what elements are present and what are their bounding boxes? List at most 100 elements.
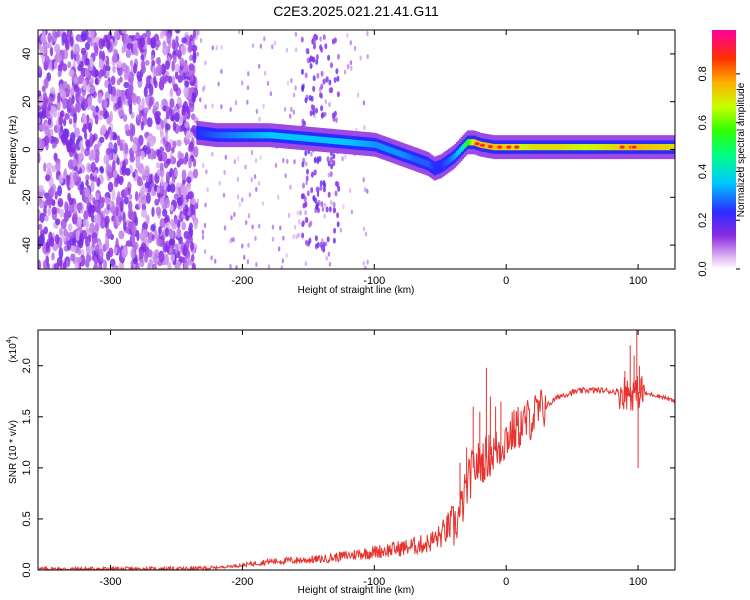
noise-speck xyxy=(54,43,61,54)
noise-speck xyxy=(247,213,251,219)
ridge-core xyxy=(234,132,237,139)
noise-speck xyxy=(108,247,114,258)
noise-speck xyxy=(180,44,187,56)
noise-speck xyxy=(224,154,227,160)
noise-speck xyxy=(305,175,309,182)
noise-speck xyxy=(315,204,319,210)
snr-x-ticks: -300 -200 -100 0 100 xyxy=(100,330,647,588)
noise-speck xyxy=(162,240,166,248)
ridge-core xyxy=(207,131,210,138)
ridge-core xyxy=(218,132,221,139)
noise-speck xyxy=(90,161,96,173)
noise-speck xyxy=(292,92,296,98)
ridge-core xyxy=(205,130,208,137)
noise-speck xyxy=(109,110,113,123)
noise-speck xyxy=(269,91,273,97)
ridge-core xyxy=(302,135,305,142)
ridge-core xyxy=(308,135,311,142)
noise-speck xyxy=(49,236,55,248)
noise-speck xyxy=(79,140,84,150)
noise-speck xyxy=(43,42,47,55)
noise-speck xyxy=(306,168,309,175)
noise-speck xyxy=(116,135,121,147)
noise-speck xyxy=(244,164,247,170)
noise-speck xyxy=(280,265,283,269)
noise-speck xyxy=(55,54,62,63)
noise-speck xyxy=(174,243,179,254)
ridge-core xyxy=(413,155,416,162)
noise-speck xyxy=(315,186,319,193)
ridge-core xyxy=(527,144,529,151)
noise-speck xyxy=(148,236,153,244)
noise-speck xyxy=(297,232,300,238)
noise-speck xyxy=(293,159,296,165)
noise-speck xyxy=(137,75,143,82)
noise-speck xyxy=(89,85,95,95)
noise-speck xyxy=(159,217,166,229)
noise-speck xyxy=(324,241,328,247)
noise-speck xyxy=(188,131,194,139)
noise-speck xyxy=(111,188,116,201)
noise-speck xyxy=(54,137,59,145)
ridge-core xyxy=(533,144,536,151)
noise-speck xyxy=(57,185,63,197)
noise-speck xyxy=(111,215,115,222)
noise-speck xyxy=(115,237,119,250)
noise-speck xyxy=(347,63,350,69)
noise-speck xyxy=(314,235,318,242)
ridge-core xyxy=(660,144,662,151)
noise-speck xyxy=(83,210,89,221)
noise-speck xyxy=(64,201,68,211)
noise-speck xyxy=(160,176,164,187)
ridge-core xyxy=(465,140,468,147)
noise-speck xyxy=(56,123,61,134)
noise-speck xyxy=(313,33,317,40)
noise-speck xyxy=(105,70,110,77)
ridge-core xyxy=(221,132,224,139)
noise-speck xyxy=(168,238,175,245)
noise-speck xyxy=(47,96,54,105)
noise-speck xyxy=(362,100,366,106)
noise-speck xyxy=(258,223,261,229)
noise-speck xyxy=(304,150,308,157)
ridge-core xyxy=(277,132,279,139)
noise-speck xyxy=(46,162,53,170)
noise-speck xyxy=(44,55,50,66)
noise-speck xyxy=(115,207,120,218)
ridge-core xyxy=(335,138,338,145)
noise-speck xyxy=(46,262,50,269)
noise-speck xyxy=(169,155,176,165)
noise-speck xyxy=(145,147,151,155)
ridge-core xyxy=(610,144,613,151)
noise-speck xyxy=(204,60,207,66)
noise-speck xyxy=(113,48,118,58)
noise-speck xyxy=(125,168,131,176)
noise-speck xyxy=(283,106,287,112)
noise-speck xyxy=(243,254,246,260)
noise-speck xyxy=(151,234,155,242)
noise-speck xyxy=(156,186,160,194)
noise-speck xyxy=(81,114,87,125)
noise-speck xyxy=(68,197,74,206)
noise-speck xyxy=(337,185,341,192)
ridge-core xyxy=(569,144,572,151)
noise-speck xyxy=(289,113,292,119)
noise-speck xyxy=(42,260,47,269)
ridge-core xyxy=(403,152,406,159)
noise-speck xyxy=(181,37,188,44)
noise-speck xyxy=(38,95,44,107)
ridge-core xyxy=(416,156,419,163)
noise-speck xyxy=(289,184,292,190)
noise-speck xyxy=(178,236,183,245)
noise-speck xyxy=(179,57,185,67)
ridge-core xyxy=(427,160,430,168)
ridge-peak xyxy=(630,144,638,150)
noise-speck xyxy=(362,177,365,183)
noise-speck xyxy=(188,63,195,71)
noise-speck xyxy=(52,106,58,118)
noise-speck xyxy=(140,150,145,160)
ridge-core xyxy=(373,141,376,148)
noise-speck xyxy=(71,94,75,105)
ridge-core xyxy=(443,161,446,168)
ridge-core xyxy=(531,144,534,151)
